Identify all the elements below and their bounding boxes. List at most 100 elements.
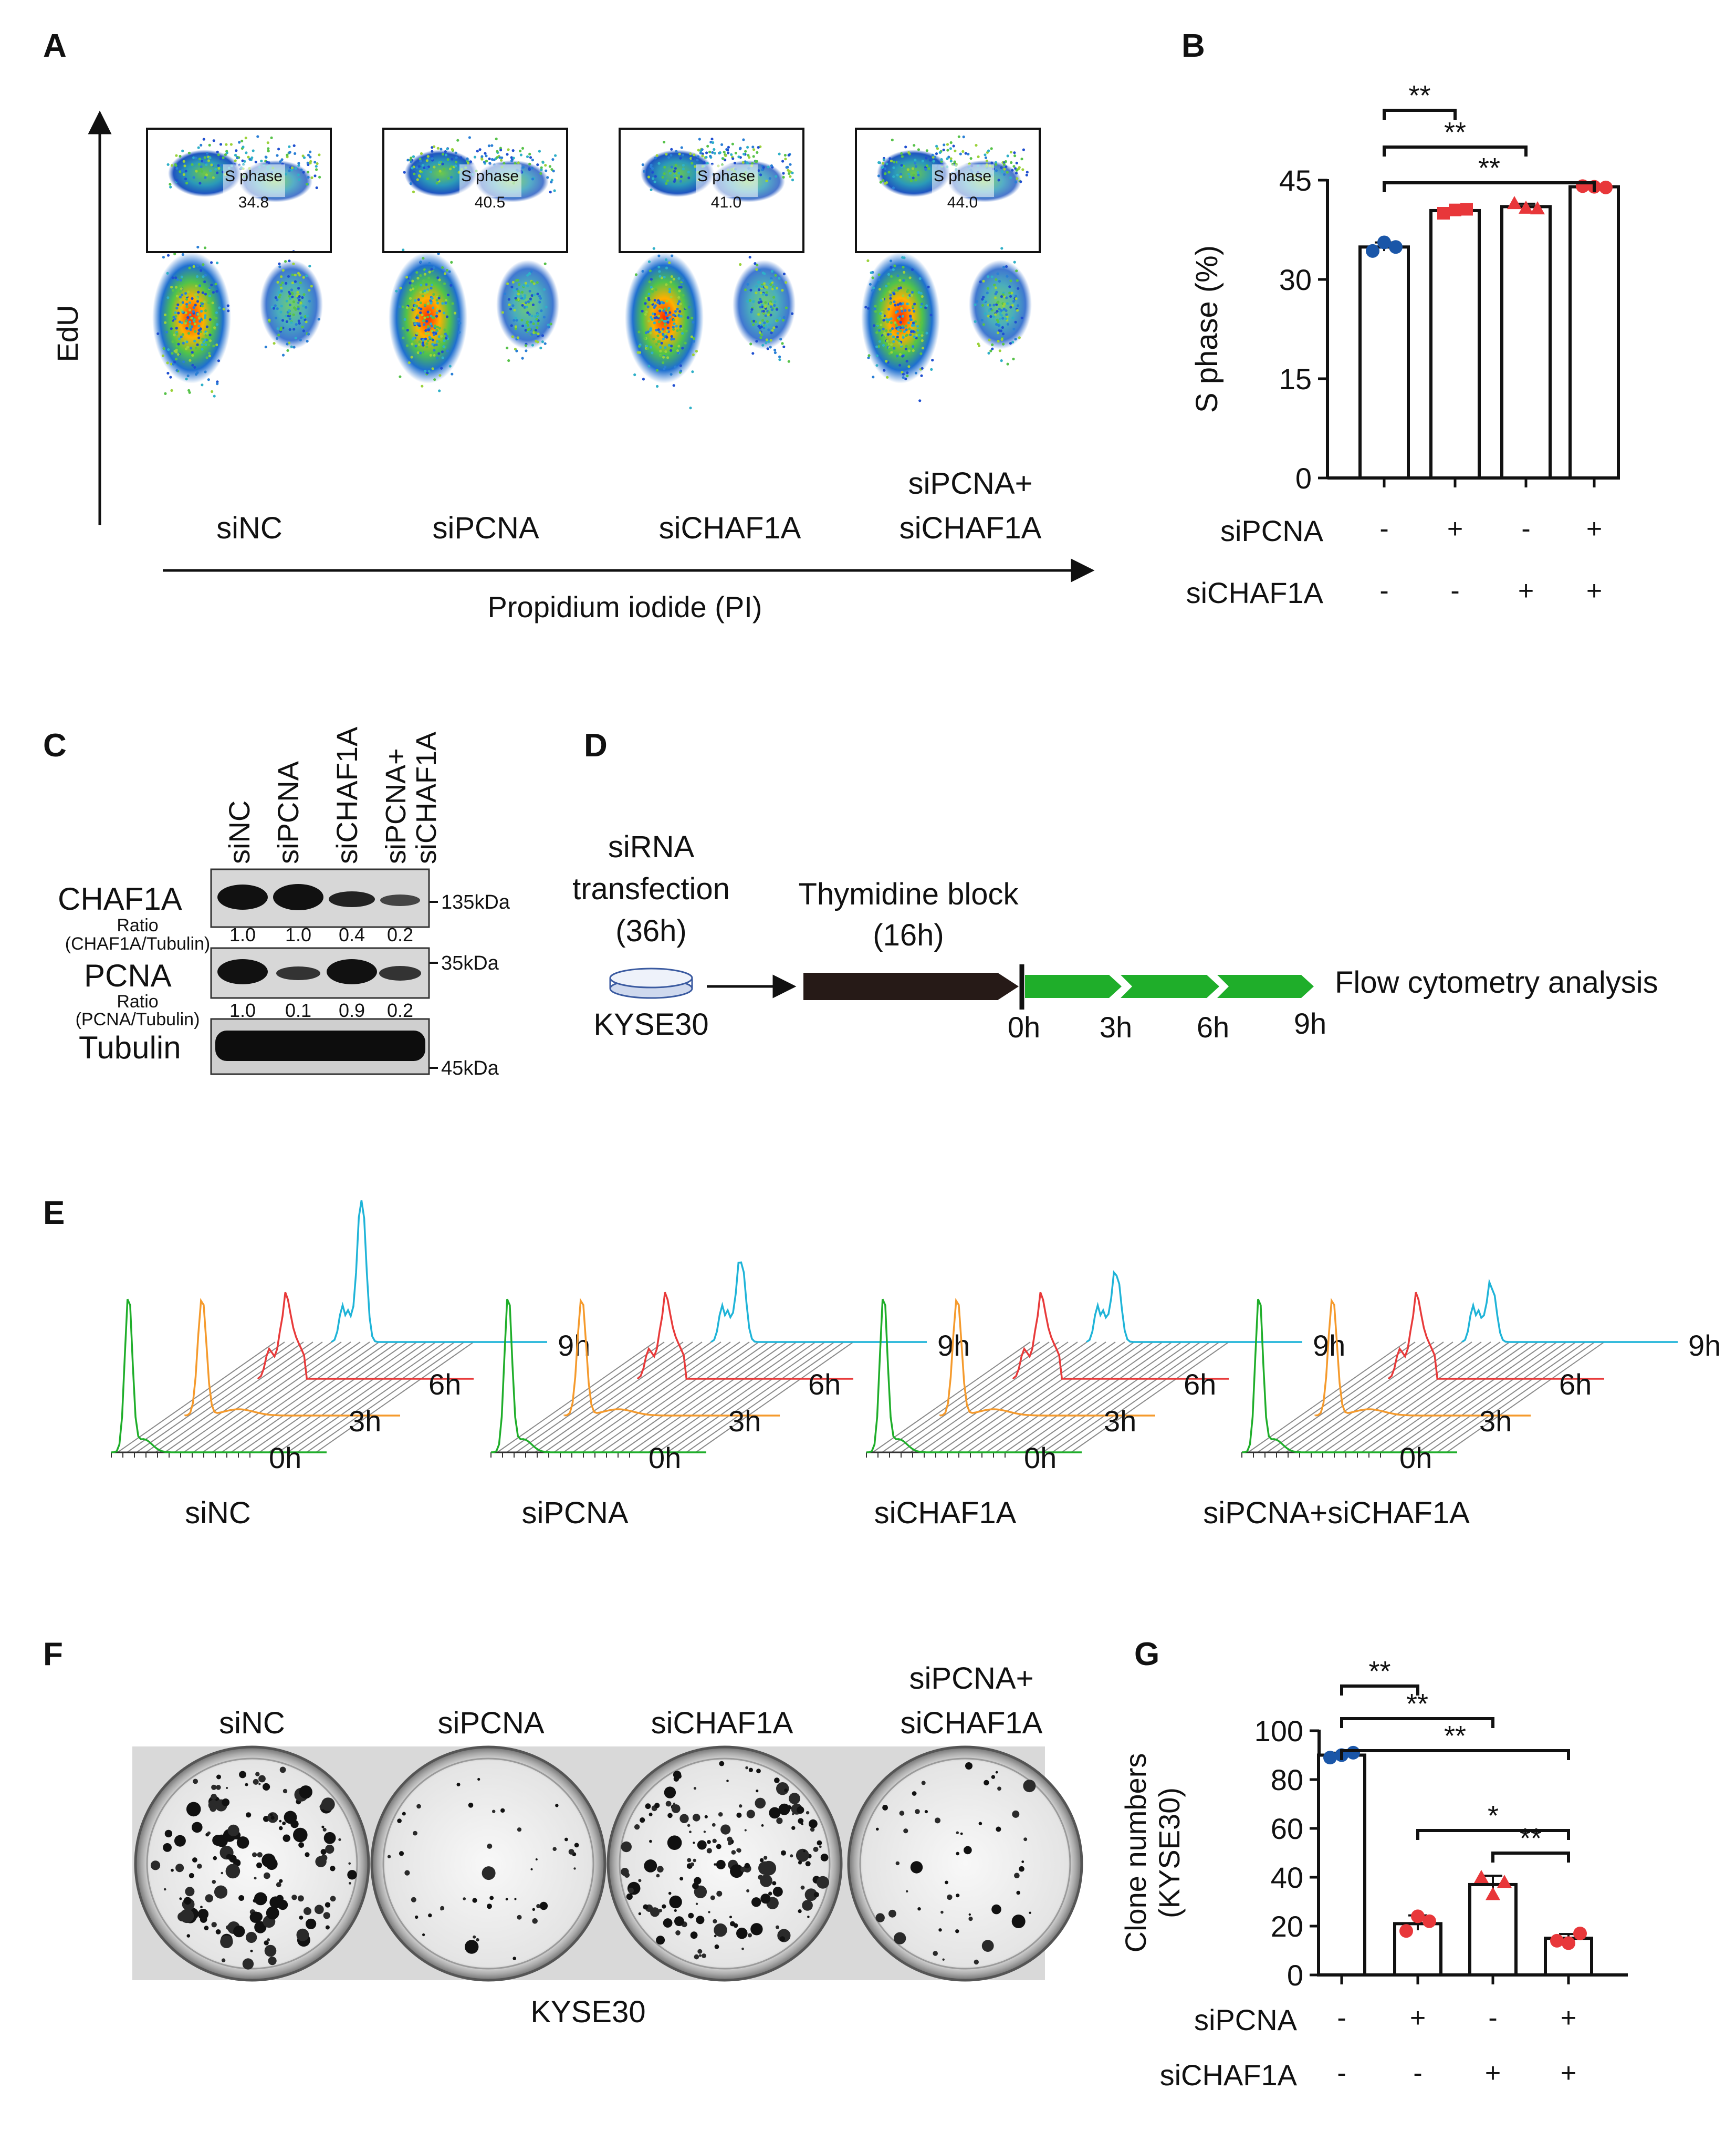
flow-event-dot [436,147,440,150]
flow-event-dot [444,299,448,302]
flow-event-dot [529,156,532,159]
flow-event-dot [911,268,914,271]
flow-event-dot [180,321,184,325]
depth-grid-line [287,1341,446,1453]
flow-event-dot [318,175,321,179]
colony [644,1859,657,1873]
flow-event-dot [672,328,675,331]
flow-event-dot [664,350,667,353]
flow-event-dot [304,318,307,321]
colony [514,1898,517,1900]
flow-event-dot [932,160,935,163]
flow-event-dot [907,172,911,175]
flow-event-dot [648,280,651,284]
colony [193,1779,198,1784]
flow-event-dot [756,264,759,267]
flow-event-dot [651,167,654,170]
flow-event-dot [907,321,911,325]
flow-event-dot [435,328,438,332]
flow-event-dot [757,288,761,292]
colony [736,1848,740,1853]
flow-event-dot [872,324,876,327]
flow-event-dot [917,148,920,151]
flow-event-dot [706,162,709,165]
flow-event-dot [412,319,415,323]
flow-event-dot [441,302,444,305]
flow-event-dot [787,153,790,157]
depth-grid-line [1352,1341,1510,1453]
flow-event-dot [216,382,219,386]
depth-grid-line [259,1341,417,1453]
flow-event-dot [664,311,667,315]
cell-line-label: KYSE30 [593,1007,708,1042]
flow-event-dot [433,165,436,169]
depth-grid-line [525,1341,684,1453]
flow-event-dot [431,342,434,346]
colony [955,1929,959,1933]
depth-grid-line [1371,1341,1529,1453]
data-point [1486,1887,1500,1900]
flow-event-dot [873,307,876,310]
flow-event-dot [197,163,201,166]
colony [706,1848,712,1854]
colony [492,1809,496,1813]
flow-event-dot [767,313,770,317]
colony [924,1810,928,1814]
flow-event-dot [773,304,776,307]
flow-event-dot [198,158,201,161]
flow-event-dot [487,144,491,148]
flow-event-dot [192,265,195,268]
flow-event-dot [450,175,453,179]
colony [349,1882,351,1885]
colony [673,1802,675,1805]
y-tick-label: 30 [1279,263,1312,296]
flow-event-dot [438,161,441,164]
flow-event-dot [510,156,513,159]
flow-event-dot [191,163,194,166]
flow-event-dot [196,300,200,303]
flow-event-dot [179,299,182,302]
flow-event-dot [309,150,312,153]
colony [693,1858,696,1863]
flow-event-dot [996,331,1000,335]
flow-event-dot [664,332,667,336]
histogram-trace [710,1261,927,1343]
flow-event-dot [188,391,191,394]
flow-event-dot [925,304,928,307]
flow-event-dot [906,168,909,171]
flow-event-dot [286,349,289,352]
flow-event-dot [515,349,518,352]
flow-event-dot [192,176,195,179]
flow-event-dot [202,340,205,344]
flow-event-dot [245,151,248,154]
colony [728,1841,732,1846]
depth-grid-line [553,1341,712,1453]
flow-event-dot [441,153,445,156]
colony [320,1849,327,1855]
flow-event-dot [781,342,784,345]
colony [253,1779,259,1785]
flow-event-dot [194,347,197,350]
flow-event-dot [754,160,757,163]
flow-event-dot [693,153,696,157]
depth-grid-line [695,1341,854,1453]
colony [803,1850,806,1853]
flow-event-dot [1016,177,1019,180]
colony [1019,1866,1024,1872]
colony [910,1861,923,1874]
flow-event-dot [426,177,429,181]
flow-event-dot [682,168,685,171]
flow-event-dot [752,319,756,323]
colony [964,1846,972,1855]
flow-event-dot [200,143,203,147]
flow-event-dot [288,295,291,298]
data-point [1423,1914,1436,1928]
flow-event-dot [517,293,520,296]
flow-event-dot [420,307,423,310]
flow-event-dot [213,316,216,319]
flow-event-dot [917,334,921,337]
timepoint-label: 9h [1294,1007,1326,1040]
flow-event-dot [197,325,201,328]
flow-event-dot [436,276,440,279]
flow-event-dot [423,304,426,307]
